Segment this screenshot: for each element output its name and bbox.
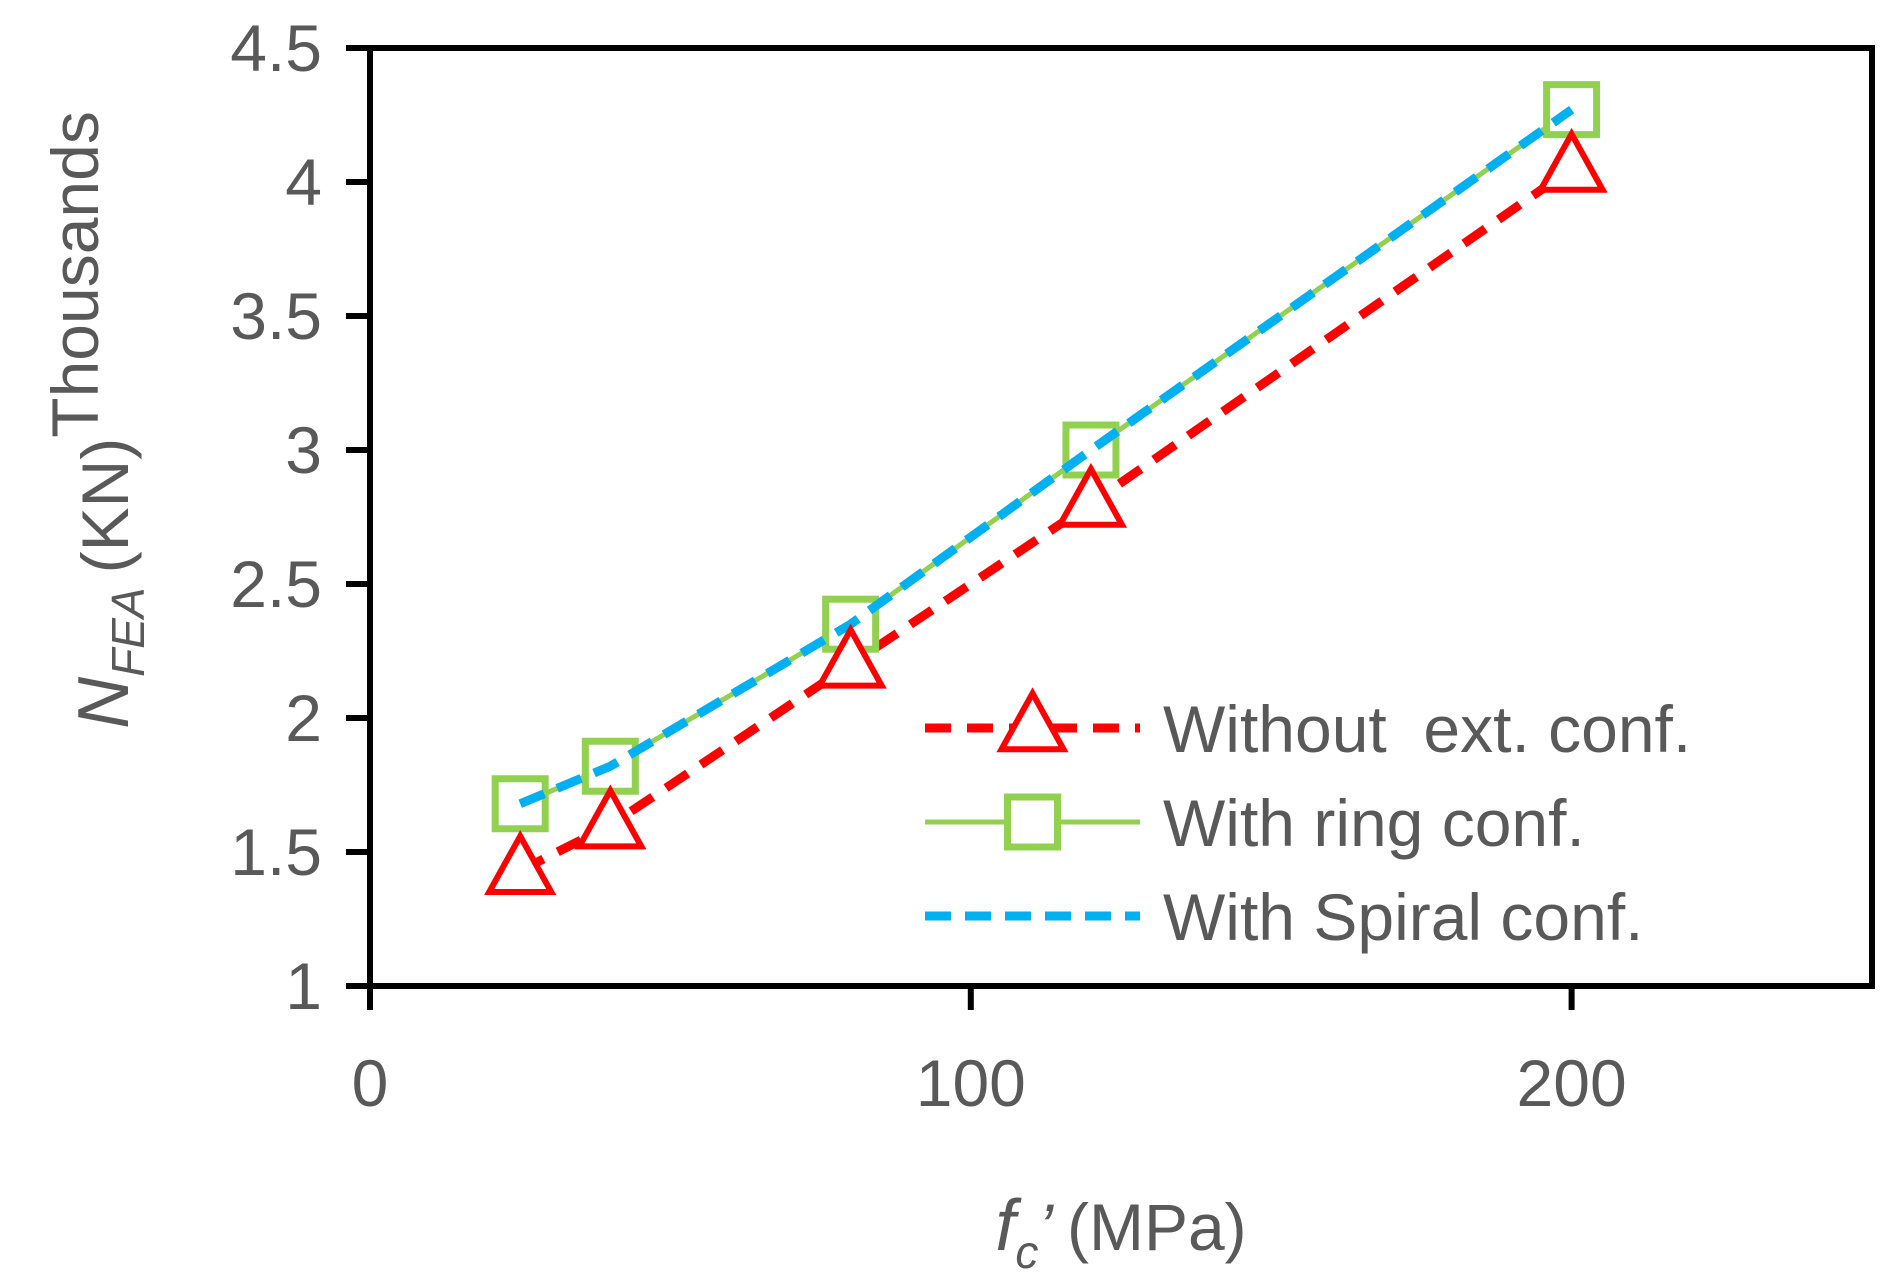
- legend-item: With Spiral conf.: [925, 880, 1644, 954]
- y-tick-label: 3: [285, 413, 322, 487]
- x-tick-label: 0: [352, 1046, 389, 1120]
- y-tick-label: 2.5: [230, 547, 322, 621]
- legend-item: Without ext. conf.: [925, 687, 1691, 766]
- legend-marker: [1004, 793, 1061, 851]
- y-tick-label: 1: [285, 949, 322, 1023]
- x-axis-unit: (MPa): [1067, 1190, 1247, 1264]
- data-point-marker: [1054, 462, 1128, 528]
- plot-area-frame: [367, 45, 1875, 989]
- y-axis-title: NFEA (KN)Thousands: [38, 111, 154, 729]
- legend-label: Without ext. conf.: [1163, 692, 1691, 766]
- chart-legend: Without ext. conf. With ring conf. With Sp…: [925, 687, 1691, 954]
- series-markers: [484, 127, 1608, 895]
- legend-item: With ring conf.: [925, 786, 1585, 860]
- y-axis-multiplier: Thousands: [38, 111, 112, 438]
- data-point-marker: [484, 829, 557, 895]
- x-axis-subscript: c: [1015, 1226, 1038, 1276]
- data-point-marker: [1535, 127, 1608, 193]
- x-axis-title: fc’ (MPa): [995, 1186, 1246, 1276]
- x-axis-prime: ’: [1038, 1190, 1054, 1264]
- x-tick-label: 200: [1517, 1046, 1627, 1120]
- y-tick-label: 3.5: [230, 279, 322, 353]
- data-point-marker: [574, 784, 647, 850]
- y-axis-unit: (KN): [68, 438, 142, 574]
- y-tick-label: 4: [285, 145, 322, 219]
- y-tick-label: 1.5: [230, 815, 322, 889]
- data-point-marker: [814, 623, 887, 689]
- axis-ticks: [346, 45, 1575, 1010]
- y-tick-label: 2: [285, 681, 322, 755]
- legend-marker: [996, 687, 1069, 753]
- y-tick-label: 4.5: [230, 11, 322, 85]
- y-axis-subscript: FEA: [102, 587, 154, 676]
- axis-tick-labels: 1 1.5 2 2.5 3 3.5 4 4.5 0 100 200: [230, 11, 1626, 1120]
- y-axis-symbol: N: [64, 676, 144, 729]
- legend-label: With Spiral conf.: [1163, 880, 1644, 954]
- legend-label: With ring conf.: [1163, 786, 1585, 860]
- x-tick-label: 100: [916, 1046, 1026, 1120]
- series-layer: [484, 81, 1608, 895]
